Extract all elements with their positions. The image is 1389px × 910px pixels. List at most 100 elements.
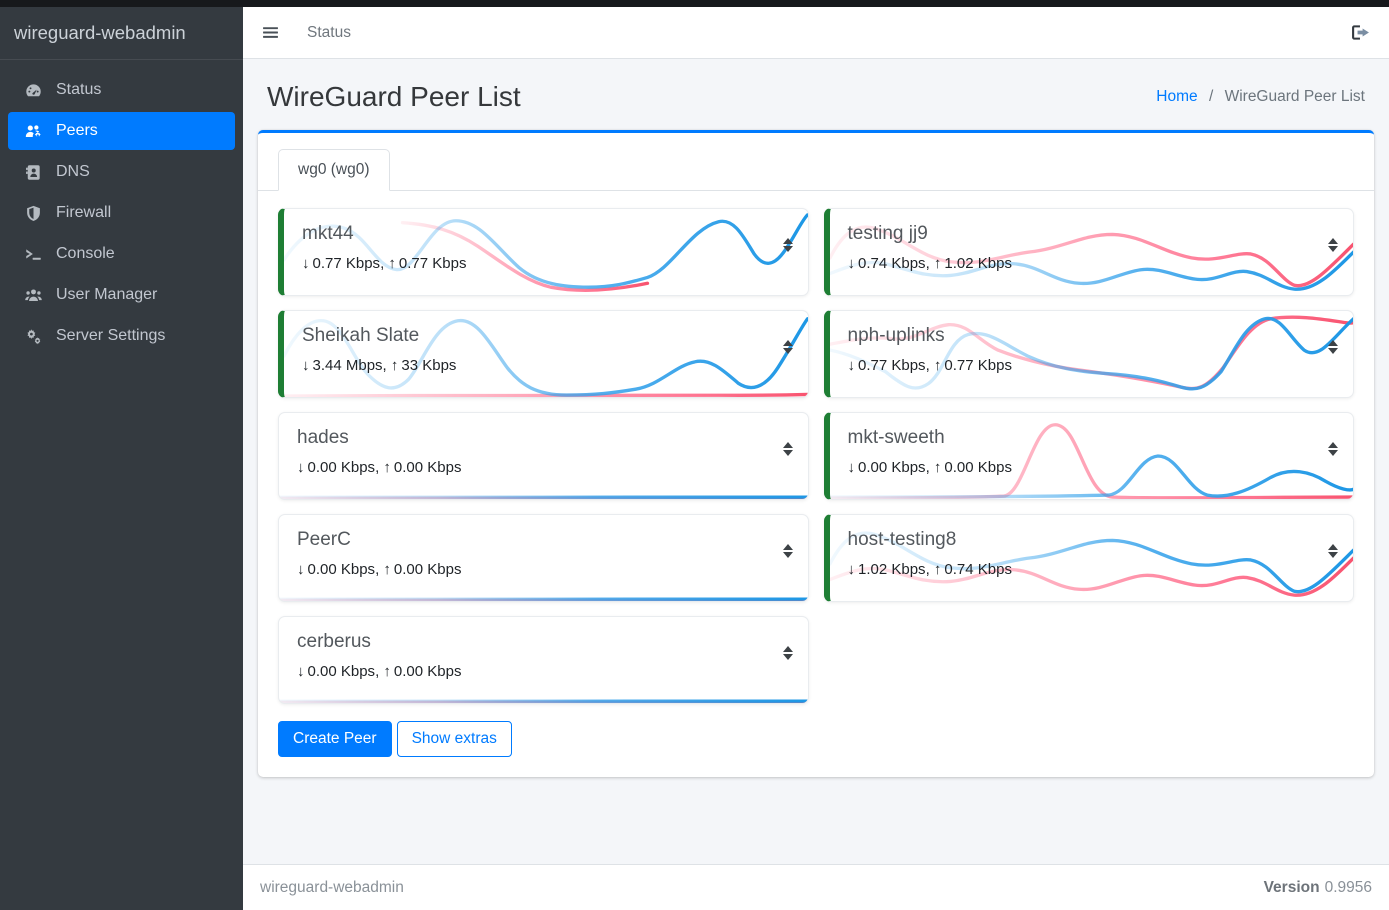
download-sparkline	[829, 531, 1353, 594]
traffic-sparkline-chart	[279, 597, 808, 601]
sort-handle-icon[interactable]	[782, 544, 793, 558]
upload-value: 0.77 Kbps	[398, 255, 467, 272]
top-navbar: Status	[243, 7, 1389, 59]
upload-arrow-icon: ↑	[383, 663, 391, 680]
sort-handle-icon[interactable]	[782, 442, 793, 456]
peer-card[interactable]: mkt-sweeth ↓ 0.00 Kbps, ↑ 0.00 Kbps	[823, 412, 1354, 500]
upload-value: 0.00 Kbps	[393, 663, 462, 680]
sidebar-item-user-manager[interactable]: User Manager	[8, 276, 235, 314]
sidebar-item-peers[interactable]: Peers	[8, 112, 235, 150]
sort-handle-icon[interactable]	[782, 340, 793, 354]
download-arrow-icon: ↓	[847, 255, 856, 272]
peer-traffic-stats: ↓ 0.77 Kbps, ↑ 0.77 Kbps	[848, 357, 1336, 374]
create-peer-button[interactable]: Create Peer	[278, 721, 392, 757]
sidebar-nav: Status Peers DNS Firewall	[0, 60, 243, 366]
sign-out-icon[interactable]	[1351, 24, 1370, 41]
upload-sparkline	[829, 225, 1353, 288]
show-extras-button[interactable]: Show extras	[396, 721, 512, 757]
sidebar-item-dns[interactable]: DNS	[8, 153, 235, 191]
peer-name: mkt44	[302, 223, 354, 244]
upload-arrow-icon: ↑	[383, 459, 391, 476]
sort-handle-icon[interactable]	[1328, 238, 1338, 252]
peer-traffic-stats: ↓ 0.74 Kbps, ↑ 1.02 Kbps	[848, 255, 1336, 272]
upload-arrow-icon: ↑	[390, 357, 399, 374]
upload-value: 0.00 Kbps	[393, 561, 462, 578]
breadcrumb-current: WireGuard Peer List	[1224, 88, 1365, 105]
download-arrow-icon: ↓	[297, 561, 305, 578]
download-value: 0.00 Kbps	[307, 663, 376, 680]
upload-sparkline	[284, 392, 808, 397]
peer-traffic-stats: ↓ 0.00 Kbps, ↑ 0.00 Kbps	[848, 459, 1336, 476]
peer-card[interactable]: testing jj9 ↓ 0.74 Kbps, ↑ 1.02 Kbps	[823, 208, 1354, 296]
traffic-sparkline-chart	[284, 213, 808, 292]
sidebar-item-firewall[interactable]: Firewall	[8, 194, 235, 232]
peer-card[interactable]: PeerC ↓ 0.00 Kbps, ↑ 0.00 Kbps	[278, 514, 809, 602]
traffic-sparkline-chart	[284, 317, 808, 397]
sidebar-item-label: User Manager	[56, 286, 158, 303]
footer: wireguard-webadmin Version 0.9956	[243, 864, 1389, 910]
download-arrow-icon: ↓	[297, 459, 305, 476]
download-value: 0.77 Kbps	[312, 255, 381, 272]
download-sparkline	[829, 316, 1353, 391]
sort-handle-icon[interactable]	[1328, 442, 1338, 456]
window-top-strip	[0, 0, 1389, 7]
peer-grid: mkt44 ↓ 0.77 Kbps, ↑ 0.77 Kbps testing jj9…	[278, 208, 1354, 704]
stats-separator: ,	[382, 357, 391, 374]
stats-separator: ,	[375, 459, 384, 476]
tab-wg0[interactable]: wg0 (wg0)	[278, 149, 390, 191]
upload-arrow-icon: ↑	[933, 459, 942, 476]
upload-value: 0.74 Kbps	[944, 561, 1012, 578]
peer-card[interactable]: nph-uplinks ↓ 0.77 Kbps, ↑ 0.77 Kbps	[823, 310, 1354, 398]
gears-icon	[22, 328, 44, 345]
peer-card[interactable]: cerberus ↓ 0.00 Kbps, ↑ 0.00 Kbps	[278, 616, 809, 704]
page-title: WireGuard Peer List	[267, 81, 521, 112]
sort-handle-icon[interactable]	[782, 238, 793, 252]
peer-name: cerberus	[297, 631, 371, 652]
hamburger-menu-icon[interactable]	[262, 24, 279, 41]
peer-card[interactable]: hades ↓ 0.00 Kbps, ↑ 0.00 Kbps	[278, 412, 809, 500]
sort-handle-icon[interactable]	[1328, 544, 1338, 558]
peer-name: host-testing8	[847, 529, 957, 550]
breadcrumb-home-link[interactable]: Home	[1156, 88, 1198, 105]
peer-name: testing jj9	[847, 223, 928, 244]
shield-icon	[22, 205, 44, 222]
stats-separator: ,	[375, 663, 384, 680]
footer-version-label: Version	[1263, 878, 1320, 896]
stats-separator: ,	[380, 255, 389, 272]
traffic-sparkline-chart	[279, 495, 808, 499]
stats-separator: ,	[375, 561, 384, 578]
peer-card[interactable]: Sheikah Slate ↓ 3.44 Mbps, ↑ 33 Kbps	[278, 310, 809, 398]
sidebar-item-label: DNS	[56, 163, 90, 180]
breadcrumb-separator: /	[1208, 88, 1214, 105]
sort-handle-icon[interactable]	[782, 646, 793, 660]
sort-handle-icon[interactable]	[1328, 340, 1338, 354]
sidebar-item-status[interactable]: Status	[8, 71, 235, 109]
download-arrow-icon: ↓	[297, 663, 305, 680]
stats-separator: ,	[925, 255, 934, 272]
topnav-status-link[interactable]: Status	[307, 23, 351, 41]
users-icon	[22, 287, 44, 304]
stats-separator: ,	[925, 357, 934, 374]
peer-card[interactable]: mkt44 ↓ 0.77 Kbps, ↑ 0.77 Kbps	[278, 208, 809, 296]
peer-card[interactable]: host-testing8 ↓ 1.02 Kbps, ↑ 0.74 Kbps	[823, 514, 1354, 602]
brand-link[interactable]: wireguard-webadmin	[0, 7, 243, 60]
upload-sparkline	[400, 221, 650, 292]
traffic-sparkline-chart	[829, 423, 1353, 499]
app-shell: wireguard-webadmin Status Peers DNS	[0, 7, 1389, 910]
upload-arrow-icon: ↑	[933, 255, 942, 272]
peer-name: PeerC	[297, 529, 351, 550]
peer-name: nph-uplinks	[847, 325, 945, 346]
peer-traffic-stats: ↓ 1.02 Kbps, ↑ 0.74 Kbps	[848, 561, 1336, 578]
download-sparkline	[829, 454, 1353, 499]
main-area: Status WireGuard Peer List Home / WireGu…	[243, 7, 1389, 910]
sidebar-item-server-settings[interactable]: Server Settings	[8, 317, 235, 355]
peer-traffic-stats: ↓ 3.44 Mbps, ↑ 33 Kbps	[302, 357, 790, 374]
sidebar-item-console[interactable]: Console	[8, 235, 235, 273]
download-value: 1.02 Kbps	[858, 561, 926, 578]
download-arrow-icon: ↓	[302, 357, 310, 374]
upload-value: 33 Kbps	[401, 357, 457, 374]
sidebar-item-label: Server Settings	[56, 327, 166, 344]
terminal-icon	[22, 246, 44, 263]
peer-name: mkt-sweeth	[847, 427, 945, 448]
interface-tabs: wg0 (wg0)	[258, 133, 1374, 191]
